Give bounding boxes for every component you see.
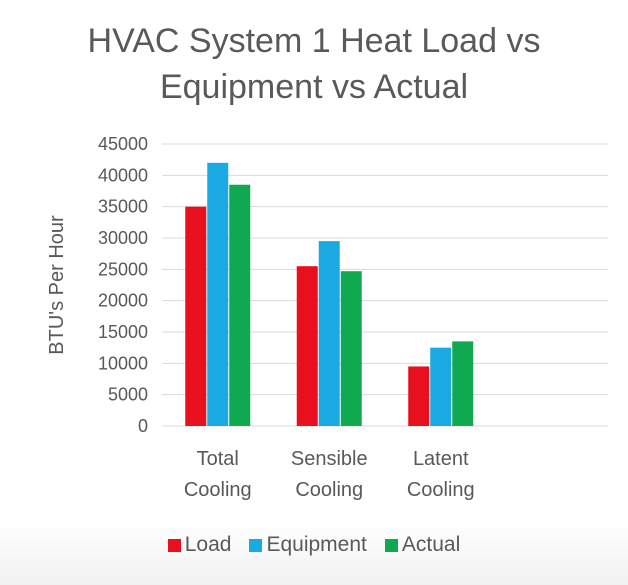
chart-title-line-2: Equipment vs Actual [159, 68, 469, 106]
bar-load-1 [296, 266, 318, 426]
y-tick-label: 25000 [98, 259, 148, 279]
bar-equipment-1 [318, 241, 340, 426]
legend-label: Equipment [266, 533, 367, 556]
legend-label: Load [184, 533, 232, 556]
legend-swatch [167, 538, 181, 552]
x-tick-label: Latent [413, 448, 469, 470]
bar-equipment-0 [207, 162, 229, 427]
chart-title: HVAC System 1 Heat Load vs Equipment vs … [0, 18, 628, 110]
legend: Load Equipment Actual [0, 533, 628, 557]
legend-item-actual: Actual [384, 533, 461, 557]
y-tick-label: 40000 [98, 165, 148, 185]
y-tick-label: 45000 [98, 134, 148, 154]
bar-actual-2 [452, 341, 474, 426]
y-tick-label: 10000 [98, 353, 148, 373]
x-tick-label: Cooling [295, 479, 363, 501]
legend-label: Actual [401, 533, 461, 556]
y-tick-label: 35000 [98, 197, 148, 217]
chart-title-line-1: HVAC System 1 Heat Load vs [87, 22, 541, 60]
x-tick-label: Cooling [184, 479, 252, 501]
legend-swatch [384, 538, 398, 552]
y-tick-label: 0 [138, 416, 148, 436]
legend-item-load: Load [167, 533, 232, 557]
y-tick-label: 20000 [98, 291, 148, 311]
bar-load-2 [408, 366, 430, 426]
y-tick-label: 30000 [98, 228, 148, 248]
bar-equipment-2 [430, 347, 452, 426]
legend-item-equipment: Equipment [249, 533, 367, 557]
x-tick-label: Sensible [291, 448, 368, 470]
y-axis-label: BTU's Per Hour [46, 215, 68, 355]
bar-actual-0 [229, 184, 251, 426]
bar-load-0 [185, 206, 207, 426]
legend-swatch [249, 538, 263, 552]
y-tick-label: 5000 [108, 385, 148, 405]
y-tick-label: 15000 [98, 322, 148, 342]
x-tick-label: Cooling [407, 479, 475, 501]
bar-actual-1 [340, 271, 362, 426]
x-tick-label: Total [197, 448, 239, 470]
